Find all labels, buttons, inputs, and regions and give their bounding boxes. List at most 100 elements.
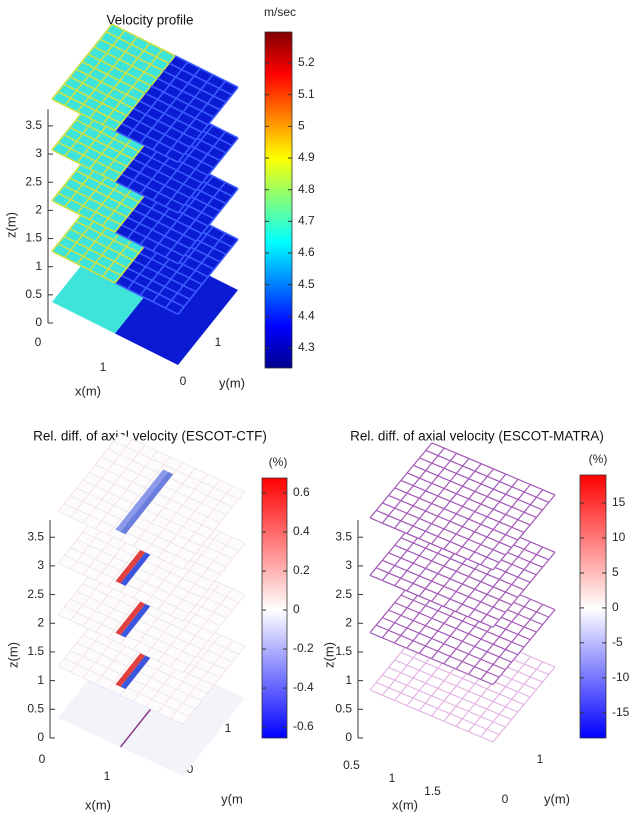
slab-grid-line	[164, 80, 227, 157]
colorbar	[261, 477, 288, 739]
slab-grid-line	[150, 85, 215, 118]
slab-grid-line	[138, 252, 203, 286]
slab-grid-line	[126, 165, 191, 199]
slab-grid-line	[114, 180, 179, 214]
z-tick-label: 1	[35, 259, 42, 273]
colorbar	[579, 474, 607, 739]
y-tick-label: 0	[187, 762, 194, 776]
colorbar-label: (%)	[589, 452, 608, 466]
slab-grid-line	[152, 124, 214, 201]
slab-grid-line	[120, 223, 185, 257]
x-axis-label: x(m)	[392, 797, 418, 812]
slab-grid-line	[132, 468, 196, 547]
z-tick-label: 3	[37, 558, 44, 572]
colorbar-tick-label: 4.5	[298, 277, 315, 291]
slab-grid-line	[111, 23, 176, 57]
z-axis-label: z(m)	[3, 212, 18, 238]
slab-grid-line	[182, 594, 246, 673]
slab-grid-line	[400, 651, 525, 706]
y-tick-label: 1	[215, 335, 222, 349]
slab-grid-line	[114, 282, 179, 316]
z-tick-label: 2	[35, 203, 42, 217]
slab-grid-line	[138, 150, 203, 184]
z-tick-label: 0	[345, 730, 352, 744]
slab-grid-line	[120, 274, 185, 308]
layer-slab	[369, 442, 556, 571]
z-tick-label: 0.5	[25, 287, 42, 301]
slab-grid-line	[57, 141, 122, 175]
slab-grid-line	[467, 656, 531, 732]
y-tick-label: 1	[225, 721, 232, 735]
slab-grid-line	[400, 479, 525, 533]
slab-grid-line	[162, 70, 227, 103]
slab-grid-line	[126, 267, 191, 301]
colorbar-tick-label: 4.6	[298, 245, 315, 259]
slab-grid-line	[113, 440, 239, 500]
slab-grid-line	[114, 130, 179, 163]
z-tick-label: 2	[37, 615, 44, 629]
slab-grid-line	[480, 546, 544, 623]
slab-grid-line	[75, 169, 140, 203]
slab-grid-line	[120, 173, 185, 207]
slab-grid-line	[126, 61, 189, 138]
x-tick-label: 1.5	[424, 784, 441, 798]
colorbar-tick-label: 15	[612, 495, 626, 509]
colorbar-tick-label: 4.8	[298, 182, 315, 196]
slab-grid-line	[132, 158, 197, 192]
slab-grid-line	[145, 473, 208, 553]
slab-grid-line	[492, 551, 556, 628]
slab-grid-line	[152, 226, 214, 303]
x-tick-label: 0.5	[343, 758, 360, 772]
slab-grid-line	[480, 661, 544, 738]
slab-grid-line	[431, 442, 556, 496]
slab-grid-line	[419, 457, 543, 511]
z-axis-label: z(m)	[5, 642, 20, 668]
colorbar-tick-label: 4.9	[298, 150, 315, 164]
slab-grid-line	[132, 107, 197, 141]
colorbar-tick-label: -15	[612, 705, 630, 719]
slab-grid-line	[132, 259, 197, 293]
colorbar	[264, 31, 293, 369]
slab-grid-line	[88, 472, 215, 531]
chart-title: Velocity profile	[106, 13, 193, 28]
z-tick-label: 1.5	[25, 231, 42, 245]
colorbar-tick-label: -0.4	[293, 680, 314, 694]
slab-grid-line	[51, 98, 116, 132]
y-axis-label: y(m)	[219, 375, 245, 390]
slab-grid-line	[139, 67, 201, 144]
z-tick-label: 0.5	[335, 701, 352, 715]
slab-grid-line	[105, 31, 170, 64]
colorbar-tick-label: 4.7	[298, 214, 315, 228]
slab-grid-line	[93, 46, 158, 79]
slab-grid-line	[492, 609, 556, 686]
y-tick-label: 0	[180, 374, 187, 388]
z-tick-label: 3.5	[25, 118, 42, 132]
slab-grid-line	[406, 472, 531, 526]
slab-grid-line	[492, 666, 556, 743]
z-tick-label: 2.5	[27, 587, 44, 601]
y-axis-label: y(m)	[544, 791, 570, 806]
slab-grid-line	[69, 228, 134, 262]
colorbar-tick-label: 0	[612, 600, 619, 614]
z-tick-label: 2.5	[25, 174, 42, 188]
slab-grid-line	[164, 131, 227, 208]
colorbar-tick-label: -0.6	[293, 719, 314, 733]
slab-grid-line	[126, 216, 191, 250]
z-tick-label: 0	[35, 315, 42, 329]
slab-grid-line	[63, 134, 128, 168]
slab-grid-line	[119, 433, 246, 492]
y-axis-label: y(m	[221, 791, 243, 806]
slab-grid-line	[174, 55, 239, 88]
x-tick-label: 1	[104, 769, 111, 783]
colorbar-tick-label: 5.1	[298, 87, 315, 101]
chart-title: Rel. diff. of axial velocity (ESCOT-CTF)	[33, 429, 267, 444]
slab-grid-line	[369, 442, 433, 519]
slab-grid-line	[69, 126, 134, 160]
colorbar-tick-label: 4.4	[298, 309, 315, 323]
slab-grid-line	[157, 634, 221, 713]
slab-grid-line	[132, 208, 197, 242]
slab-grid-line	[126, 115, 191, 148]
slab-grid-line	[157, 582, 221, 662]
z-axis-label: z(m)	[321, 642, 336, 668]
slab-grid-line	[164, 181, 227, 258]
